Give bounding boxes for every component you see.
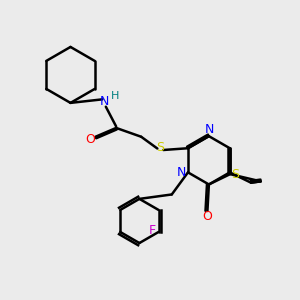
Text: O: O [202,210,212,223]
Text: H: H [111,91,120,101]
Text: S: S [231,168,239,181]
Text: N: N [205,123,214,136]
Text: N: N [177,167,186,179]
Text: O: O [85,133,95,146]
Text: F: F [148,224,156,237]
Text: N: N [100,95,109,108]
Text: S: S [157,141,165,154]
